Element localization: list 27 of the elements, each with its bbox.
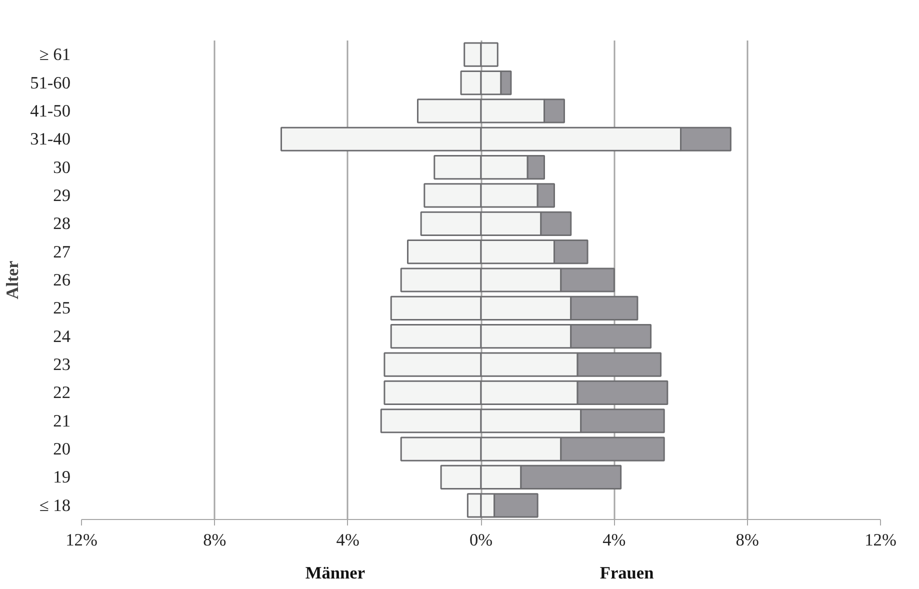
y-tick-label: 28 bbox=[53, 214, 70, 234]
y-axis-title: Alter bbox=[3, 260, 22, 300]
x-tick-label: 8% bbox=[736, 530, 759, 550]
y-tick-label: 51-60 bbox=[30, 73, 71, 92]
y-tick-label: 30 bbox=[53, 158, 70, 177]
y-tick-label: 22 bbox=[53, 383, 70, 402]
y-tick-label: 31-40 bbox=[30, 130, 71, 149]
x-tick-label: 0% bbox=[469, 530, 493, 550]
y-tick-label: 26 bbox=[53, 270, 71, 290]
y-tick-label: 41-50 bbox=[30, 101, 71, 120]
y-tick-label: 25 bbox=[53, 298, 70, 318]
y-tick-label: 27 bbox=[53, 242, 71, 262]
y-tick-label: ≥ 61 bbox=[39, 45, 70, 64]
x-tick-label: 12% bbox=[864, 530, 896, 550]
y-tick-label: 19 bbox=[53, 468, 70, 487]
x-tick-label: 4% bbox=[602, 530, 626, 550]
y-tick-label: 24 bbox=[53, 326, 71, 346]
x-tick-label: 4% bbox=[336, 530, 360, 550]
x-tick-label: 12% bbox=[66, 530, 98, 550]
y-tick-label: 21 bbox=[53, 411, 70, 430]
text: Männer bbox=[305, 564, 366, 582]
y-tick-label: 20 bbox=[53, 440, 70, 459]
x-tick-label: 8% bbox=[203, 530, 226, 550]
text: Frauen bbox=[600, 564, 654, 582]
y-tick-label: ≤ 18 bbox=[39, 496, 70, 515]
y-tick-label: 23 bbox=[53, 355, 70, 374]
y-tick-label: 29 bbox=[53, 186, 70, 205]
